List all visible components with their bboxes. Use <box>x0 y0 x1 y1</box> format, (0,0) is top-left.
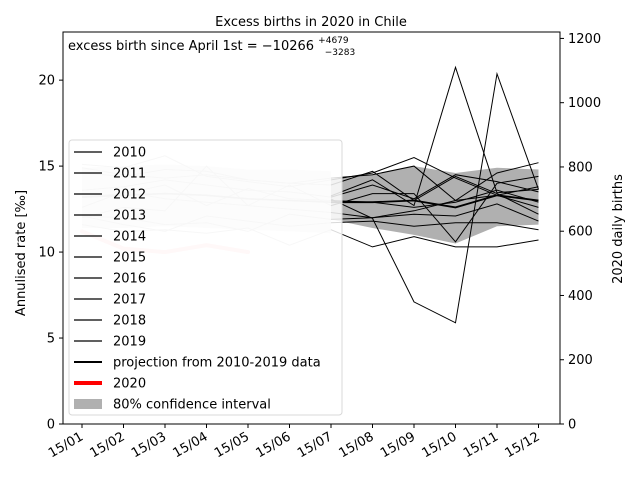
right-y-tick-label: 800 <box>568 160 593 175</box>
excess-birth-annotation: excess birth since April 1st = −10266 +4… <box>68 32 355 58</box>
legend-label: 2016 <box>113 272 146 287</box>
chart-title: Excess births in 2020 in Chile <box>215 15 407 30</box>
legend-label: 2012 <box>113 188 146 203</box>
right-y-tick-label: 1200 <box>568 32 601 47</box>
legend-label: 2018 <box>113 314 146 329</box>
series-2017-late <box>330 186 539 220</box>
y-tick-label: 5 <box>47 332 55 347</box>
series-2018-late <box>330 220 539 231</box>
y-tick-label: 20 <box>38 74 55 89</box>
y-tick-label: 10 <box>38 246 55 261</box>
legend: 2010 2011 2012 2013 2014 2015 2016 2017 2018 2019… <box>68 139 343 416</box>
series-2013-late <box>330 174 539 200</box>
legend-label: 2019 <box>113 335 146 350</box>
annotation-lower: −3283 <box>325 48 355 58</box>
right-y-tick-label: 600 <box>568 225 593 240</box>
right-y-tick-label: 1000 <box>568 96 601 111</box>
projection-line <box>331 194 539 209</box>
legend-label: 2013 <box>113 209 146 224</box>
right-y-tick-label: 400 <box>568 289 593 304</box>
legend-label: 2015 <box>113 251 146 266</box>
right-y-axis-label: 2020 daily births <box>611 174 626 284</box>
series-2019-late <box>330 229 539 248</box>
y-tick-label: 0 <box>47 418 55 433</box>
legend-box <box>68 139 343 416</box>
series-2015-late <box>330 203 539 222</box>
legend-label: 2017 <box>113 293 146 308</box>
daily-births-line-b <box>330 65 539 207</box>
legend-label: 2014 <box>113 230 146 245</box>
right-y-tick-label: 200 <box>568 353 593 368</box>
annotation-upper: +4679 <box>318 36 349 46</box>
legend-label: 80% confidence interval <box>113 398 271 413</box>
series-2016-late <box>330 175 539 243</box>
plot-frame <box>62 31 561 425</box>
y-tick-label: 15 <box>38 160 55 175</box>
series-2012-late <box>330 162 539 202</box>
daily-births-line-a <box>330 71 539 324</box>
right-y-tick-label: 0 <box>568 418 576 433</box>
legend-swatch <box>74 399 102 409</box>
legend-label: 2010 <box>113 146 146 161</box>
y-axis-label: Annulised rate [‰] <box>14 190 29 316</box>
annotation-text: excess birth since April 1st = −10266 <box>68 39 314 54</box>
legend-label: 2011 <box>113 167 146 182</box>
legend-label: projection from 2010-2019 data <box>113 356 321 371</box>
legend-label: 2020 <box>113 377 146 392</box>
